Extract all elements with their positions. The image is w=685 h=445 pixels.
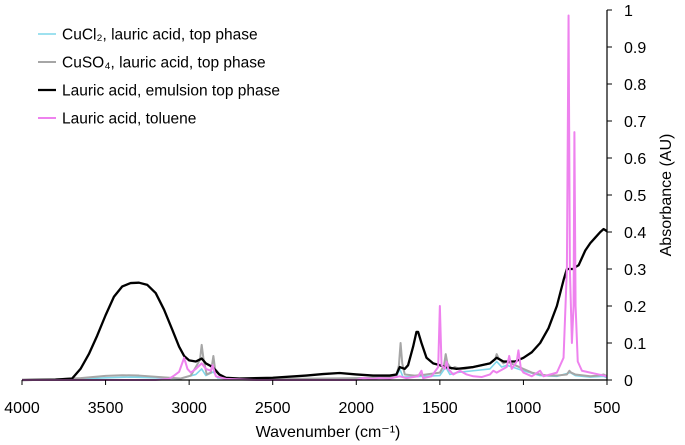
x-tick-label: 2000 (338, 400, 374, 417)
y-tick-label: 0.7 (624, 114, 646, 131)
series-line-4 (22, 14, 608, 381)
y-tick-label: 0.8 (624, 77, 646, 94)
legend-label: CuSO₄, lauric acid, top phase (62, 55, 266, 72)
y-tick-label: 0 (624, 373, 633, 390)
y-tick-label: 0.1 (624, 336, 646, 353)
y-tick-label: 0.3 (624, 262, 646, 279)
x-tick-label: 4000 (4, 400, 40, 417)
x-tick-label: 500 (594, 400, 621, 417)
legend-label: Lauric acid, toluene (62, 111, 196, 128)
x-tick-label: 3500 (88, 400, 124, 417)
y-tick-label: 0.5 (624, 188, 646, 205)
x-tick-label: 3000 (171, 400, 207, 417)
y-tick-label: 0.2 (624, 299, 646, 316)
y-ticks: 0 0.1 0.2 0.3 0.4 0.5 0.6 0.7 0.8 0.9 1 (607, 3, 646, 390)
x-tick-label: 1000 (506, 400, 542, 417)
legend-label: Lauric acid, emulsion top phase (62, 83, 280, 100)
x-tick-label: 2500 (255, 400, 291, 417)
x-axis-title: Wavenumber (cm⁻¹) (256, 424, 401, 441)
y-tick-label: 1 (624, 3, 633, 20)
y-tick-label: 0.9 (624, 40, 646, 57)
y-axis-title: Absorbance (AU) (658, 134, 675, 257)
x-ticks: 4000 3500 3000 2500 2000 1500 1000 500 (4, 380, 620, 417)
legend: CuCl₂, lauric acid, top phase CuSO₄, laur… (38, 27, 280, 128)
series-layer (21, 14, 608, 382)
legend-label: CuCl₂, lauric acid, top phase (62, 27, 258, 44)
y-tick-label: 0.6 (624, 151, 646, 168)
series-line-1 (21, 360, 608, 381)
y-tick-label: 0.4 (624, 225, 646, 242)
x-tick-label: 1500 (422, 400, 458, 417)
